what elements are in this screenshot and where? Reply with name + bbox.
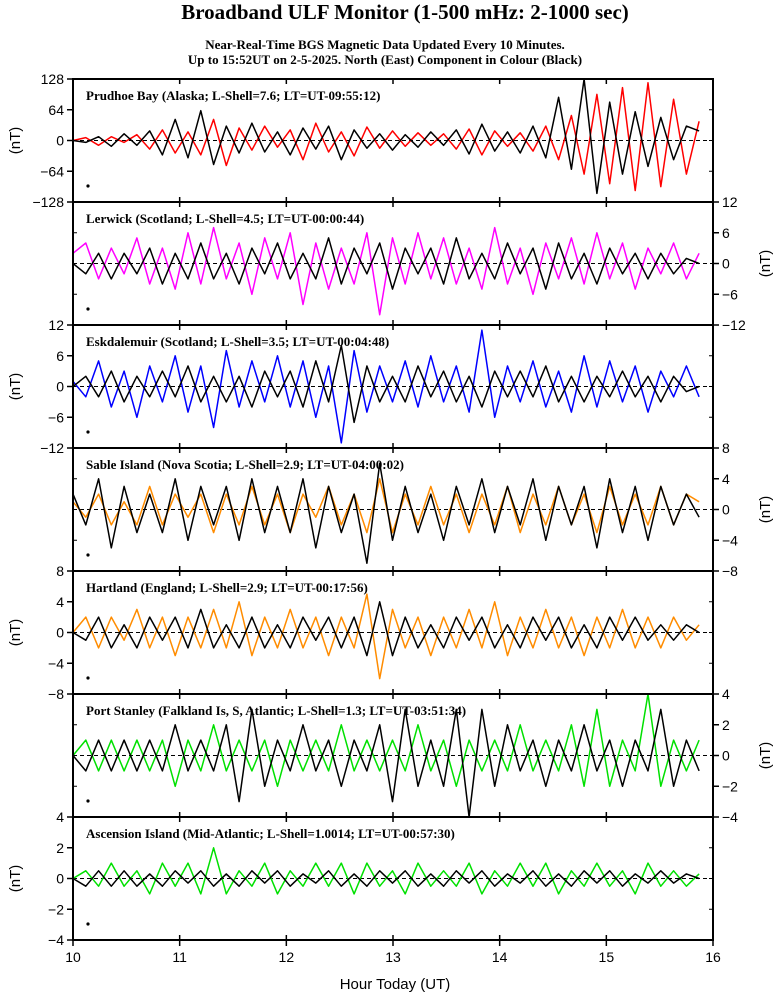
station-panel-3: 12 6 0 −6 −12 (nT) Eskdalemuir (Scotland; L-Sh… bbox=[7, 317, 714, 456]
y-tick-label: −64 bbox=[40, 163, 64, 179]
x-tick-label: 12 bbox=[279, 949, 295, 965]
east-trace bbox=[72, 601, 700, 657]
y-tick-label: 128 bbox=[41, 71, 65, 87]
y-tick-label: −4 bbox=[722, 532, 738, 548]
north-trace bbox=[72, 226, 700, 316]
y-tick-label: 0 bbox=[56, 625, 64, 641]
x-tick-label: 13 bbox=[385, 949, 401, 965]
panel-marker bbox=[86, 799, 90, 803]
x-tick-label: 11 bbox=[172, 949, 187, 965]
station-label: Ascension Island (Mid-Atlantic; L-Shell=… bbox=[86, 826, 455, 841]
panel-marker bbox=[86, 553, 90, 557]
station-panel-5: 8 4 0 −4 −8 (nT) Hartland (England; L-Shell=2.… bbox=[7, 563, 714, 702]
north-trace bbox=[72, 329, 700, 444]
panel-marker bbox=[86, 430, 90, 434]
y-tick-label: −128 bbox=[32, 194, 64, 210]
chart-title: Broadband ULF Monitor (1-500 mHz: 2-1000… bbox=[181, 0, 629, 24]
y-tick-label: −2 bbox=[48, 901, 64, 917]
x-tick-label: 10 bbox=[65, 949, 81, 965]
y-tick-label: 4 bbox=[722, 471, 730, 487]
y-axis-label: (nT) bbox=[7, 619, 24, 647]
y-tick-label: 2 bbox=[722, 717, 730, 733]
y-tick-label: 4 bbox=[56, 594, 64, 610]
y-tick-label: −4 bbox=[48, 932, 64, 948]
y-axis-label: (nT) bbox=[7, 373, 24, 401]
north-trace bbox=[72, 847, 700, 895]
y-tick-label: 0 bbox=[722, 502, 730, 518]
y-tick-label: 4 bbox=[722, 686, 730, 702]
x-axis: 10 11 12 13 14 15 16 bbox=[65, 940, 721, 965]
y-axis-label: (nT) bbox=[757, 496, 774, 524]
east-trace bbox=[72, 78, 700, 195]
y-tick-label: −2 bbox=[722, 778, 738, 794]
y-tick-label: −12 bbox=[722, 317, 746, 333]
station-panel-2: 12 6 0 −6 −12 (nT) Lerwick (Scotland; L-Shell=… bbox=[72, 194, 774, 333]
y-tick-label: 0 bbox=[56, 133, 64, 149]
north-trace bbox=[72, 693, 700, 788]
station-label: Port Stanley (Falkland Is, S, Atlantic; … bbox=[86, 703, 466, 718]
station-panel-7: 4 2 0 −2 −4 (nT) Ascension Island (Mid-Atlanti… bbox=[7, 809, 714, 948]
x-axis-label: Hour Today (UT) bbox=[340, 976, 451, 993]
y-tick-label: −8 bbox=[722, 563, 738, 579]
y-tick-label: 6 bbox=[722, 225, 730, 241]
y-tick-label: −6 bbox=[48, 409, 64, 425]
y-axis-label: (nT) bbox=[757, 250, 774, 278]
y-tick-label: 8 bbox=[722, 440, 730, 456]
east-trace bbox=[72, 344, 700, 424]
chart-subtitle-line1: Near-Real-Time BGS Magnetic Data Updated… bbox=[205, 37, 565, 52]
y-tick-label: −4 bbox=[48, 655, 64, 671]
east-trace bbox=[72, 708, 700, 818]
y-axis-label: (nT) bbox=[7, 865, 24, 893]
panel-marker bbox=[86, 184, 90, 188]
station-label: Prudhoe Bay (Alaska; L-Shell=7.6; LT=UT-… bbox=[86, 88, 380, 103]
station-panel-6: 4 2 0 −2 −4 (nT) Port Stanley (Falkland Is, S,… bbox=[72, 686, 774, 825]
y-axis-label: (nT) bbox=[7, 127, 24, 155]
panel-marker bbox=[86, 676, 90, 680]
y-tick-label: −8 bbox=[48, 686, 64, 702]
station-label: Eskdalemuir (Scotland; L-Shell=3.5; LT=U… bbox=[86, 334, 389, 349]
station-label: Lerwick (Scotland; L-Shell=4.5; LT=UT-00… bbox=[86, 211, 364, 226]
station-panel-4: 8 4 0 −4 −8 (nT) Sable Island (Nova Scotia; L-… bbox=[72, 440, 774, 579]
y-tick-label: 0 bbox=[56, 871, 64, 887]
y-tick-label: 6 bbox=[56, 348, 64, 364]
y-tick-label: 0 bbox=[722, 256, 730, 272]
y-tick-label: −6 bbox=[722, 286, 738, 302]
x-tick-label: 15 bbox=[599, 949, 615, 965]
y-axis-label: (nT) bbox=[757, 742, 774, 770]
y-tick-label: 12 bbox=[48, 317, 64, 333]
y-tick-label: −4 bbox=[722, 809, 738, 825]
chart-subtitle-line2: Up to 15:52UT on 2-5-2025. North (East) … bbox=[188, 52, 582, 67]
east-trace bbox=[72, 237, 700, 290]
y-tick-label: 64 bbox=[48, 102, 64, 118]
y-tick-label: 4 bbox=[56, 809, 64, 825]
north-trace bbox=[72, 82, 700, 192]
y-tick-label: 2 bbox=[56, 840, 64, 856]
station-label: Hartland (England; L-Shell=2.9; LT=UT-00… bbox=[86, 580, 368, 595]
x-tick-label: 14 bbox=[492, 949, 508, 965]
y-tick-label: 0 bbox=[722, 748, 730, 764]
y-tick-label: 0 bbox=[56, 379, 64, 395]
north-trace bbox=[72, 593, 700, 680]
y-tick-label: 8 bbox=[56, 563, 64, 579]
x-tick-label: 16 bbox=[705, 949, 721, 965]
panel-marker bbox=[86, 307, 90, 311]
station-label: Sable Island (Nova Scotia; L-Shell=2.9; … bbox=[86, 457, 404, 472]
panel-marker bbox=[86, 922, 90, 926]
east-trace bbox=[72, 870, 700, 887]
y-tick-label: 12 bbox=[722, 194, 738, 210]
station-panel-1: 128 64 0 −64 −128 (nT) Prudhoe Bay (Alaska; L-… bbox=[7, 71, 714, 210]
y-tick-label: −12 bbox=[40, 440, 64, 456]
east-trace bbox=[72, 462, 700, 565]
